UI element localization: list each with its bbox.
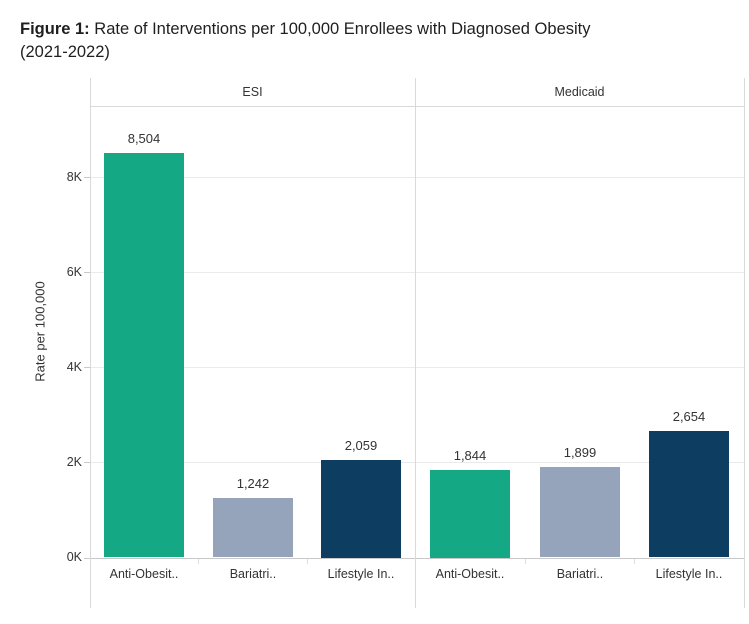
panel-header-esi: ESI [242,85,263,99]
x-axis-label: Bariatri.. [229,567,277,581]
panel-header-border [90,106,744,107]
x-axis-label: Lifestyle In.. [327,567,395,581]
y-tick-label: 0K [66,550,82,564]
gridline [91,462,744,463]
bar-esi-1 [213,498,293,557]
panel-border [415,78,416,608]
y-tick-label: 6K [66,265,82,279]
y-tick-mark [84,558,90,559]
panel-border [90,78,91,608]
x-axis-label: Anti-Obesit.. [435,567,505,581]
y-tick-mark [84,272,90,273]
y-tick-mark [84,177,90,178]
figure-title-text: Rate of Interventions per 100,000 Enroll… [94,20,591,38]
y-tick-label: 4K [66,360,82,374]
bar-value-label: 1,242 [236,476,270,491]
y-tick-label: 2K [66,455,82,469]
bar-medicaid-2 [649,431,729,557]
figure-title-prefix: Figure 1: [20,20,90,38]
x-slot-tick [525,559,526,564]
bar-value-label: 2,059 [344,438,378,453]
bar-esi-0 [104,153,184,557]
gridline [91,272,744,273]
bar-value-label: 1,844 [453,448,487,463]
gridline [91,177,744,178]
bar-value-label: 2,654 [672,409,706,424]
figure-title: Figure 1: Rate of Interventions per 100,… [20,18,735,64]
panel-border [744,78,745,608]
x-axis-label: Anti-Obesit.. [109,567,179,581]
x-slot-tick [634,559,635,564]
y-tick-mark [84,367,90,368]
bar-value-label: 8,504 [127,131,161,146]
x-slot-tick [198,559,199,564]
bar-value-label: 1,899 [563,445,597,460]
axis-baseline [90,558,744,559]
x-axis-label: Lifestyle In.. [655,567,723,581]
bar-esi-2 [321,460,401,558]
bar-medicaid-1 [540,467,620,557]
figure-title-line2: (2021-2022) [20,43,110,61]
y-tick-mark [84,462,90,463]
bar-medicaid-0 [430,470,510,558]
x-axis-label: Bariatri.. [556,567,604,581]
panel-header-medicaid: Medicaid [554,85,605,99]
gridline [91,367,744,368]
figure-title-line1: Figure 1: Rate of Interventions per 100,… [20,18,735,41]
y-tick-label: 8K [66,170,82,184]
x-slot-tick [307,559,308,564]
